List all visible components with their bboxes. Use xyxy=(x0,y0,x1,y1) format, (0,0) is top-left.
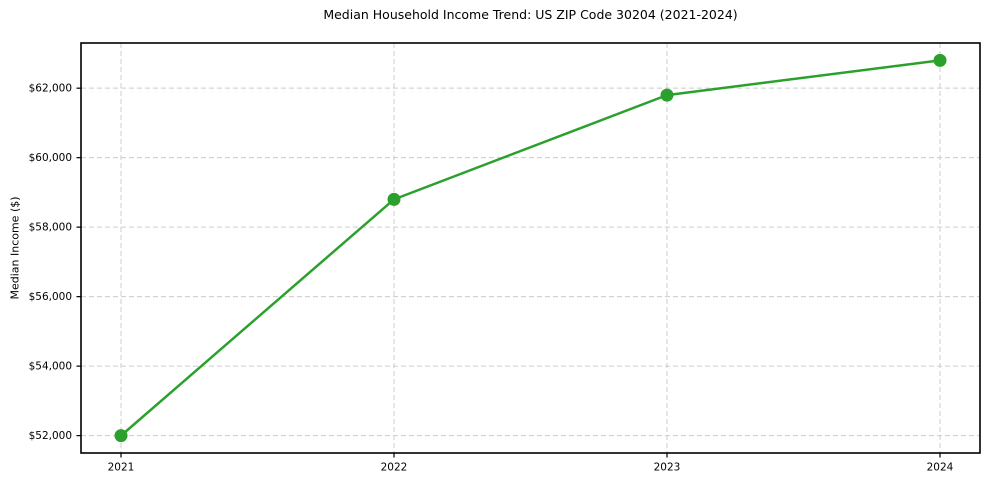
income-line xyxy=(119,59,942,437)
y-tick-label: $58,000 xyxy=(29,222,72,234)
y-tick-label: $60,000 xyxy=(29,152,72,164)
y-tick-label: $56,000 xyxy=(29,291,72,303)
x-tick-label: 2021 xyxy=(108,462,135,474)
data-point-2022 xyxy=(387,192,401,206)
chart-title: Median Household Income Trend: US ZIP Co… xyxy=(323,7,738,22)
y-tick-label: $62,000 xyxy=(29,83,72,95)
x-tick-label: 2024 xyxy=(927,462,954,474)
x-tick-label: 2022 xyxy=(381,462,408,474)
x-tick-label: 2023 xyxy=(654,462,681,474)
data-point-2023 xyxy=(660,88,674,102)
y-tick-label: $54,000 xyxy=(29,360,72,372)
data-point-2024 xyxy=(933,53,947,67)
y-tick-label: $52,000 xyxy=(29,430,72,442)
plot-border xyxy=(80,42,981,454)
data-point-2021 xyxy=(114,429,128,443)
